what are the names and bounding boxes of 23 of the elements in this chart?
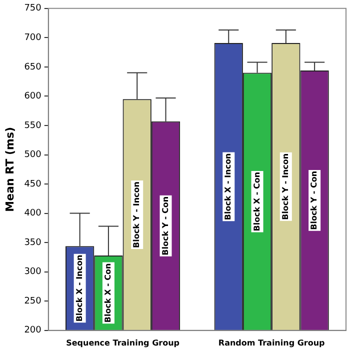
series-label: Block X - Con	[104, 262, 113, 323]
y-tick-label: 450	[24, 179, 42, 190]
y-tick-label: 400	[24, 208, 42, 219]
series-label: Block X - Incon	[74, 254, 84, 322]
text: Block Y - Incon	[132, 182, 142, 248]
y-axis-title: Mean RT (ms)	[3, 126, 16, 212]
y-tick-label: 350	[24, 238, 42, 248]
x-tick-label: Sequence Training Group	[66, 338, 180, 348]
series-label: Block Y - Con	[310, 170, 319, 230]
y-tick-label: 200	[24, 326, 42, 336]
y-tick-label: 550	[24, 120, 42, 131]
y-tick-label: 250	[24, 296, 42, 306]
y-tick-label: 650	[24, 62, 42, 72]
text: Block Y - Con	[160, 196, 170, 256]
y-tick-label: 750	[24, 4, 42, 14]
y-tick-label: 600	[24, 92, 42, 102]
text: Block X - Incon	[224, 153, 233, 220]
x-tick-label: Random Training Group	[218, 338, 326, 348]
y-tick-label: 500	[24, 150, 42, 160]
text: Block X - Con	[252, 172, 262, 232]
y-tick-label: 700	[24, 33, 42, 44]
y-tick-label: 300	[24, 267, 42, 278]
series-label: Block Y - Incon	[280, 153, 290, 220]
